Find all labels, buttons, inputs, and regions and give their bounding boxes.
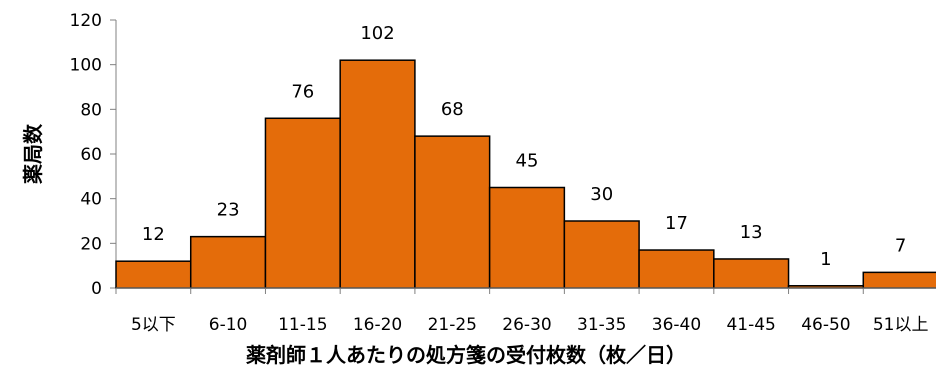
data-label: 45 xyxy=(516,151,539,172)
y-tick-label: 100 xyxy=(70,56,102,76)
bar xyxy=(638,249,715,289)
bar xyxy=(713,258,790,289)
bar xyxy=(563,220,640,289)
data-label: 12 xyxy=(142,224,165,245)
y-axis: 0 20 40 60 80 100 120 xyxy=(70,11,117,299)
bar xyxy=(488,186,566,289)
data-label: 23 xyxy=(217,200,240,221)
data-label: 17 xyxy=(665,213,688,234)
y-tick-label: 80 xyxy=(80,100,102,120)
bar xyxy=(339,59,416,289)
bar xyxy=(264,117,341,289)
x-axis-title: 薬剤師１人あたりの処方箋の受付枚数（枚／日） xyxy=(246,343,686,367)
x-category-label: 11-15 xyxy=(278,315,327,335)
bar xyxy=(862,271,936,289)
y-axis-title: 薬局数 xyxy=(21,123,45,184)
bar xyxy=(115,260,192,289)
x-category-label: 46-50 xyxy=(801,315,850,335)
data-label: 102 xyxy=(360,23,394,44)
data-label: 13 xyxy=(740,222,763,243)
y-tick-label: 60 xyxy=(80,145,102,165)
y-tick-label: 0 xyxy=(91,279,102,299)
x-category-label: 6-10 xyxy=(209,315,248,335)
x-category-label: 51以上 xyxy=(873,315,929,335)
data-label: 7 xyxy=(895,235,906,256)
bar xyxy=(189,235,267,289)
bar xyxy=(414,135,491,289)
data-label: 68 xyxy=(441,99,464,120)
x-axis: 5以下 6-10 11-15 16-20 21-25 26-30 31-35 36-40 41-… xyxy=(115,287,936,335)
x-category-label: 36-40 xyxy=(652,315,701,335)
y-tick-label: 40 xyxy=(80,190,102,210)
x-category-label: 21-25 xyxy=(428,315,477,335)
data-label: 1 xyxy=(820,249,831,270)
x-category-label: 31-35 xyxy=(577,315,626,335)
y-tick-label: 120 xyxy=(70,11,102,31)
x-category-label: 41-45 xyxy=(726,315,775,335)
x-category-label: 5以下 xyxy=(131,315,176,335)
data-label: 30 xyxy=(590,184,613,205)
x-category-label: 16-20 xyxy=(353,315,402,335)
x-category-label: 26-30 xyxy=(502,315,551,335)
y-tick-label: 20 xyxy=(80,234,102,254)
data-label: 76 xyxy=(291,81,314,102)
